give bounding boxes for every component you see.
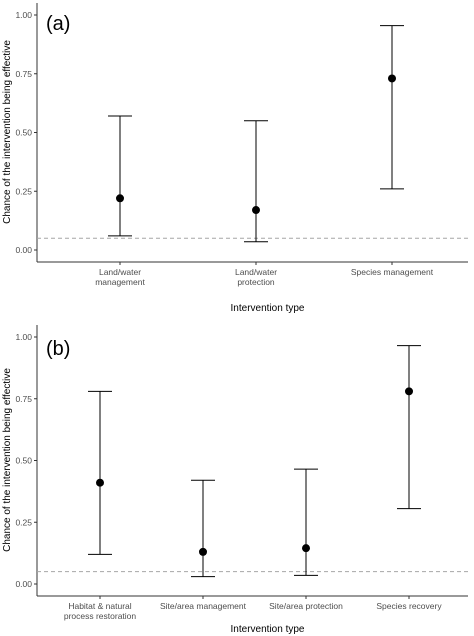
y-axis-title: Chance of the intervention being effecti…: [2, 40, 13, 224]
x-axis-title: Intervention type: [231, 624, 305, 635]
y-tick-label: 1.00: [15, 10, 32, 20]
x-category-label: Land/water: [235, 267, 277, 277]
x-category-label: Site/area protection: [269, 601, 343, 611]
y-tick-label: 0.75: [15, 394, 32, 404]
y-tick-label: 0.50: [15, 128, 32, 138]
x-category-label: process restoration: [64, 611, 137, 621]
panel-label: (a): [46, 13, 70, 35]
estimate-point: [96, 478, 104, 487]
y-tick-label: 0.25: [15, 186, 32, 196]
x-category-label: Species management: [351, 267, 434, 277]
y-tick-label: 0.25: [15, 517, 32, 527]
x-category-label: Species recovery: [376, 601, 442, 611]
x-category-label: Land/water: [99, 267, 141, 277]
y-tick-label: 0.75: [15, 69, 32, 79]
estimate-point: [388, 74, 396, 83]
x-category-label: Habitat & natural: [68, 601, 131, 611]
estimate-point: [302, 544, 310, 553]
estimate-point: [199, 547, 207, 556]
panel-b: 0.00 0.25 0.50 0.75 1.00 Habitat & naturalpro…: [2, 325, 468, 635]
estimate-point: [405, 387, 413, 396]
panel-a: 0.000.250.500.751.00Land/watermanagement…: [2, 3, 468, 314]
y-tick-label: 0.00: [15, 245, 32, 255]
y-tick-label: 1.00: [15, 332, 32, 342]
y-tick-label: 0.00: [15, 579, 32, 589]
estimate-point: [252, 206, 260, 215]
y-tick-label: 0.50: [15, 456, 32, 466]
x-axis-title: Intervention type: [231, 303, 305, 314]
y-axis-title: Chance of the intervention being effecti…: [2, 368, 13, 552]
x-category-label: Site/area management: [160, 601, 247, 611]
x-category-label: management: [95, 277, 145, 287]
estimate-point: [116, 194, 124, 203]
x-category-label: protection: [237, 277, 275, 287]
panel-label: (b): [46, 338, 70, 360]
